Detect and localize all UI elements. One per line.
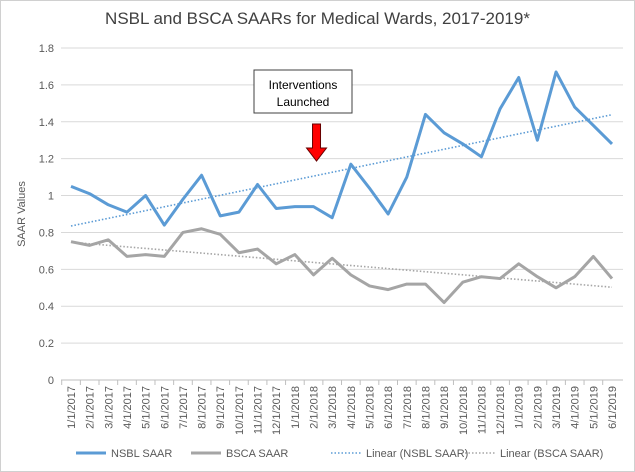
annotation-text: Interventions <box>269 78 338 92</box>
x-tick-label: 3/1/2017 <box>103 386 115 429</box>
x-tick-label: 5/1/2017 <box>141 386 153 429</box>
y-tick-label: 1 <box>48 191 54 203</box>
x-tick-label: 12/1/2018 <box>495 386 507 435</box>
legend-label: BSCA SAAR <box>226 448 288 460</box>
x-tick-label: 7/1/2017 <box>178 386 190 429</box>
y-tick-label: 0.2 <box>39 338 54 350</box>
series-line <box>70 227 614 305</box>
x-tick-label: 8/1/2017 <box>197 386 209 429</box>
x-tick-label: 5/1/2018 <box>364 386 376 429</box>
x-tick-label: 4/1/2019 <box>570 386 582 429</box>
y-tick-label: 0.8 <box>39 227 54 239</box>
chart-title: NSBL and BSCA SAARs for Medical Wards, 2… <box>105 9 530 28</box>
x-tick-label: 3/1/2019 <box>551 386 563 429</box>
x-tick-label: 2/1/2018 <box>309 386 321 429</box>
x-tick-label: 5/1/2019 <box>588 386 600 429</box>
legend-label: NSBL SAAR <box>111 448 172 460</box>
y-tick-label: 1.8 <box>39 43 54 55</box>
x-tick-label: 11/1/2017 <box>253 386 265 434</box>
x-tick-label: 10/1/2018 <box>458 386 470 435</box>
trendline <box>70 113 613 227</box>
y-tick-label: 1.6 <box>39 80 54 92</box>
annotation-text: Launched <box>277 95 330 109</box>
trendline <box>70 241 613 289</box>
x-tick-label: 11/1/2018 <box>476 386 488 434</box>
x-tick-label: 9/1/2017 <box>215 386 227 429</box>
legend-label: Linear (NSBL SAAR) <box>366 448 468 460</box>
x-tick-label: 4/1/2017 <box>122 386 134 429</box>
x-tick-label: 3/1/2018 <box>327 386 339 429</box>
y-tick-label: 1.4 <box>39 117 54 129</box>
x-tick-label: 1/1/2017 <box>66 386 78 429</box>
x-tick-label: 2/1/2019 <box>532 386 544 429</box>
x-tick-label: 2/1/2017 <box>85 386 97 429</box>
x-tick-label: 12/1/2017 <box>271 386 283 435</box>
y-tick-label: 0.6 <box>39 264 54 276</box>
x-tick-label: 6/1/2019 <box>607 386 619 429</box>
x-tick-label: 9/1/2018 <box>439 386 451 429</box>
x-tick-label: 1/1/2019 <box>514 386 526 429</box>
arrow-icon <box>305 123 328 162</box>
x-tick-label: 8/1/2018 <box>420 386 432 429</box>
x-tick-label: 6/1/2018 <box>383 386 395 429</box>
x-tick-label: 10/1/2017 <box>234 386 246 435</box>
legend-label: Linear (BSCA SAAR) <box>500 448 603 460</box>
x-tick-label: 6/1/2017 <box>159 386 171 429</box>
y-tick-label: 1.2 <box>39 154 54 166</box>
y-tick-label: 0.4 <box>39 301 54 313</box>
x-tick-label: 1/1/2018 <box>290 386 302 429</box>
y-tick-label: 0 <box>48 375 54 387</box>
annotation-box <box>253 69 353 114</box>
series-line <box>70 70 614 227</box>
x-tick-label: 7/1/2018 <box>402 386 414 429</box>
y-axis-title: SAAR Values <box>16 181 28 247</box>
x-tick-label: 4/1/2018 <box>346 386 358 429</box>
